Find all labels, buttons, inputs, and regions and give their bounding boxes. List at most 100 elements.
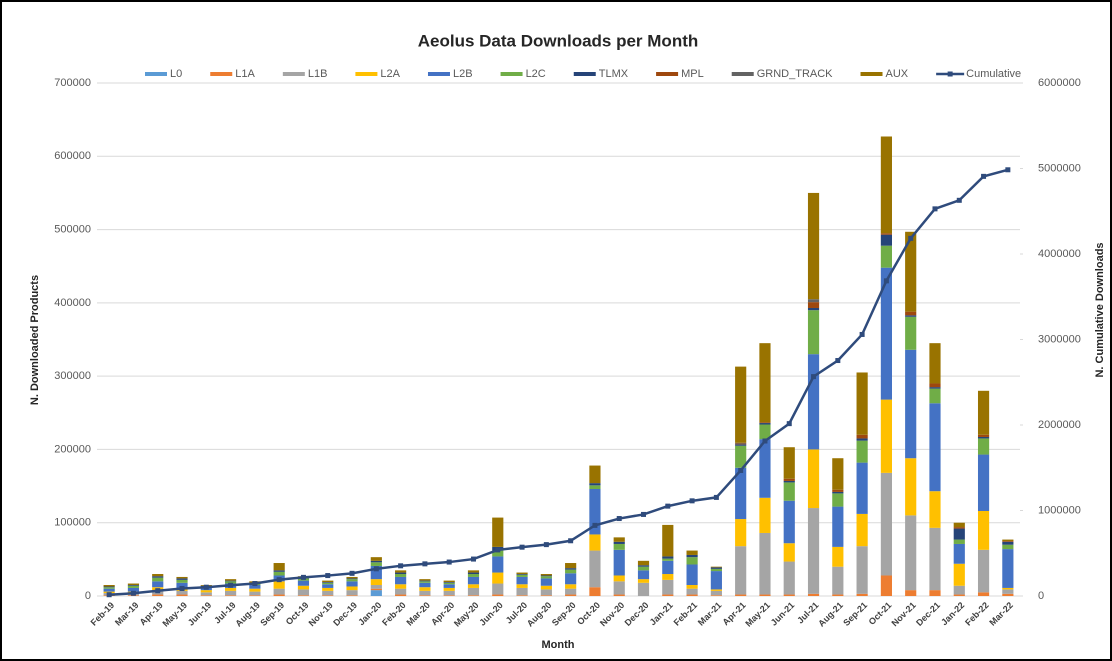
line-marker [325,573,331,579]
bar-segment [905,316,917,350]
bar-segment [613,581,625,595]
legend-item: L0 [145,68,182,80]
bar-segment [686,554,698,558]
bar-segment [492,556,504,573]
bar-segment [953,585,965,595]
legend-item: L1A [210,68,255,80]
bar-segment [905,590,917,596]
bar-segment [370,562,382,566]
line-marker [616,516,622,522]
bar-segment [176,594,188,596]
bar-segment [249,595,261,596]
bar-segment [953,563,965,586]
bar-segment [735,366,747,443]
bar-segment [322,580,334,583]
bar-segment [176,590,188,595]
line-marker [470,556,476,562]
bar-segment [977,549,990,593]
line-marker [495,547,501,553]
bar-segment [152,574,164,577]
line-marker [543,542,549,548]
bar-segment [929,491,941,528]
bar-segment [735,594,747,596]
bar-segment [127,587,140,592]
bar-segment [225,595,237,596]
bar-segment [880,575,892,596]
bar-segment [735,443,747,445]
bar-segment [395,588,407,595]
bar-segment [346,581,358,587]
bar-segment [807,593,820,596]
bar-segment [443,595,455,596]
bar-segment [929,383,941,388]
line-marker [981,173,987,179]
bar-segment [807,449,820,509]
bar-segment [152,577,164,582]
bar-segment [637,565,650,567]
bar-segment [419,580,431,582]
line-marker [179,585,185,591]
bar-segment [662,560,674,575]
bar-segment [929,343,941,384]
bar-segment [127,585,140,586]
bar-segment [880,136,892,234]
legend-swatch [355,72,378,76]
bar-segment [856,462,868,514]
bar-segment [807,310,820,355]
bar-segment [662,579,674,595]
legend-item: TLMX [573,68,629,80]
bar-segment [370,565,382,580]
bar-segment [152,594,164,596]
bar-segment [807,354,820,450]
bar-segment [735,445,747,468]
legend-item: L2B [427,68,473,80]
bar-segment [807,192,820,300]
bar-segment [395,594,407,596]
bar-segment [929,403,941,492]
cumulative-line [109,168,1009,596]
legend-swatch [145,72,167,76]
bar-segment [370,557,382,561]
bar-segment [856,546,868,594]
bar-segment [419,587,431,591]
y2-tick-label: 0 [1038,590,1044,602]
bar-segment [346,579,358,582]
bar-segment [880,399,892,473]
bar-segment [419,581,431,583]
bar-segment [395,576,407,585]
bar-segment [152,576,164,578]
y-tick-label: 500000 [54,223,91,235]
bar-segment [565,569,577,574]
bar-segment [322,582,334,583]
bar-segment [103,585,115,587]
bar-segment [905,515,917,591]
bar-segment [1002,541,1014,545]
legend-label: L1A [235,68,255,80]
y-tick-label: 200000 [54,443,91,455]
legend-item: MPL [656,68,704,80]
bar-segment [977,390,990,435]
bar-segment [443,582,455,583]
bar-segment [176,578,188,580]
bar-segment [176,576,188,579]
legend-item: Cumulative [936,68,1021,80]
y-tick-label: 0 [85,590,91,602]
bar-segment [832,493,844,507]
bar-segment [856,372,868,435]
bar-segment [832,594,844,596]
bar-segment [200,590,212,593]
legend-item: GRND_TRACK [731,68,833,80]
bar-segment [735,546,747,595]
bar-segment [880,234,892,246]
bar-segment [880,245,892,268]
bar-segment [419,582,431,588]
bar-segment [759,532,771,595]
bar-segment [613,543,625,550]
bar-segment [832,566,844,595]
legend-swatch [427,72,450,76]
bar-segment [346,586,358,591]
bar-segment [467,576,480,585]
bar-segment [637,570,650,580]
line-marker [641,511,647,517]
bar-segment [759,594,771,596]
